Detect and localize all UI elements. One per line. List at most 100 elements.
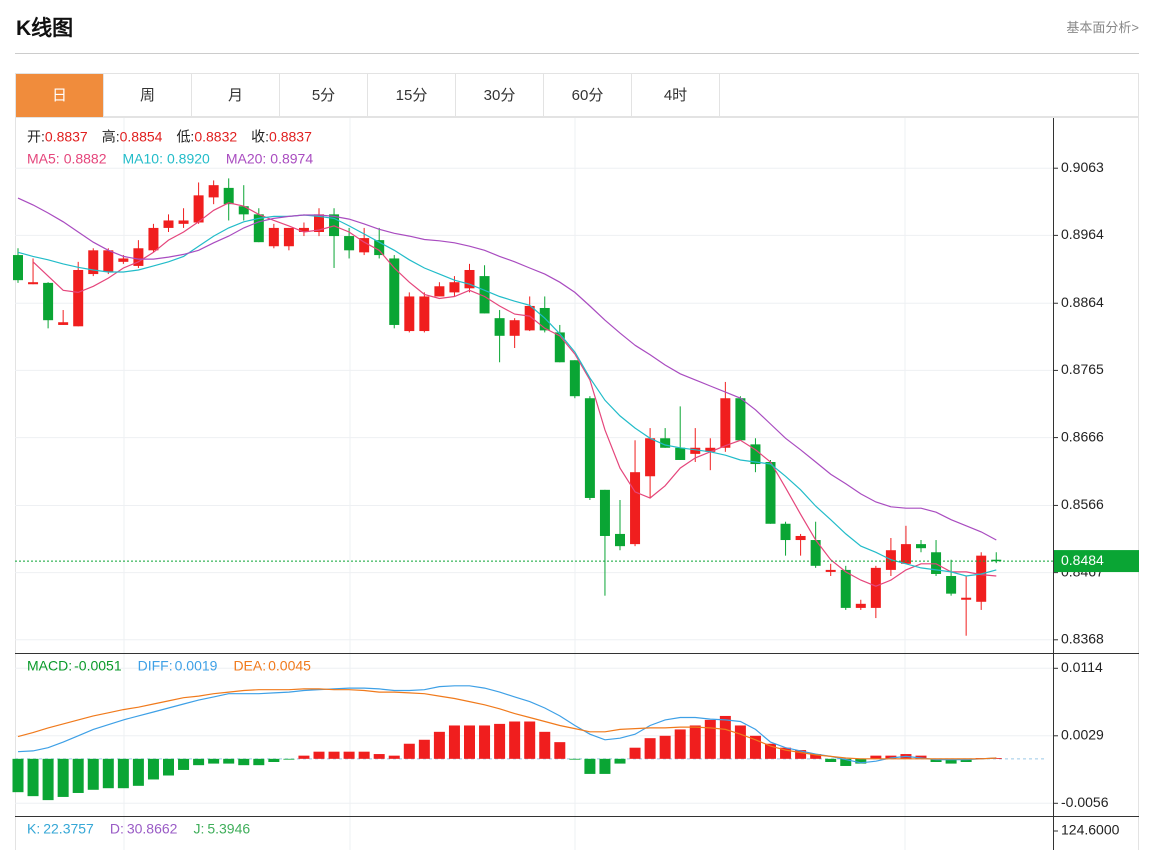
candle-body — [524, 305, 535, 331]
last-price-label: 0.8484 — [1061, 552, 1104, 568]
candle-body — [840, 569, 851, 608]
y-tick-label: 0.8368 — [1061, 630, 1104, 646]
candle-body — [931, 552, 942, 574]
page-title: K线图 — [16, 17, 74, 40]
divider — [15, 53, 1139, 54]
candle-body — [464, 269, 475, 289]
macd-bar — [358, 751, 370, 759]
macd-bar — [960, 758, 972, 762]
reading-label: D: — [110, 821, 124, 837]
candle-body — [494, 318, 505, 336]
macd-bar — [765, 743, 776, 759]
period-tab[interactable]: 周 — [104, 74, 192, 117]
macd-bar — [147, 758, 159, 780]
legend-value: 0.0019 — [175, 658, 218, 674]
candle-body — [870, 567, 881, 608]
candle-body — [735, 398, 746, 441]
candle-body — [705, 447, 716, 452]
reading-label: J: — [193, 821, 204, 837]
candle-body — [449, 282, 460, 293]
period-tab[interactable]: 月 — [192, 74, 280, 117]
candle-body — [103, 250, 114, 273]
y-tick-label: 0.0029 — [1061, 726, 1104, 742]
legend-name: MACD: — [27, 658, 72, 674]
period-tab[interactable]: 4时 — [632, 74, 720, 117]
macd-bar — [524, 721, 536, 759]
legend-value: 0.8974 — [270, 151, 313, 167]
reading-value: 30.8662 — [127, 821, 178, 837]
candle-body — [283, 227, 294, 247]
period-tab[interactable]: 日 — [16, 74, 104, 117]
macd-bar — [388, 755, 400, 759]
macd-bar — [509, 721, 521, 759]
reading-value: 5.3946 — [207, 821, 250, 837]
macd-bar — [42, 758, 54, 801]
macd-bar — [163, 758, 174, 776]
period-tab[interactable]: 30分 — [456, 74, 544, 117]
macd-bar — [298, 755, 310, 759]
legend-value: 0.0045 — [268, 658, 311, 674]
macd-bar — [343, 751, 355, 759]
candle-body — [554, 332, 565, 363]
candle-body — [208, 185, 219, 198]
candle-body — [539, 307, 550, 331]
candle-body — [825, 569, 836, 572]
candle-body — [374, 240, 385, 256]
macd-bar — [12, 758, 24, 793]
macd-bar — [840, 758, 852, 766]
candle-body — [359, 238, 370, 253]
candle-body — [916, 544, 926, 549]
macd-bar — [117, 758, 129, 789]
candle-body — [599, 489, 610, 536]
legend-value: -0.0051 — [74, 658, 122, 674]
candle-body — [991, 559, 1002, 562]
reading-value: 0.8854 — [120, 129, 163, 145]
candle-body — [404, 296, 415, 332]
macd-bar — [418, 739, 430, 759]
macd-bar — [780, 747, 792, 759]
macd-bar — [253, 758, 265, 766]
candle-body — [28, 282, 39, 285]
candle-body — [133, 248, 144, 266]
reading-label: K: — [27, 821, 40, 837]
macd-bar — [659, 735, 671, 759]
candle-body — [223, 187, 234, 205]
candle-body — [569, 360, 580, 397]
candle-body — [660, 438, 671, 448]
fundamental-link[interactable]: 基本面分析> — [1066, 20, 1139, 35]
reading-value: 0.8837 — [45, 129, 88, 145]
legend-name: MA10: — [123, 151, 163, 167]
macd-bar — [448, 725, 460, 759]
candle-body — [615, 533, 625, 547]
candle-body — [13, 255, 23, 281]
y-tick-label: 0.0114 — [1061, 659, 1103, 675]
legend-name: DIFF: — [138, 658, 173, 674]
candle-body — [675, 447, 686, 460]
ma-line — [17, 197, 997, 541]
macd-bar — [945, 758, 957, 764]
macd-bar — [193, 758, 205, 766]
candle-body — [750, 444, 761, 465]
period-tab[interactable]: 60分 — [544, 74, 632, 117]
macd-bar — [433, 731, 445, 759]
candle-body — [690, 447, 701, 454]
macd-bar — [719, 715, 731, 759]
macd-bar — [734, 725, 746, 759]
macd-bar — [178, 758, 190, 770]
reading-value: 0.8832 — [194, 129, 237, 145]
macd-bar — [132, 758, 144, 786]
candle-body — [163, 220, 174, 228]
macd-bar — [208, 758, 220, 764]
macd-bar — [825, 758, 837, 762]
period-tab[interactable]: 5分 — [280, 74, 368, 117]
candle-body — [720, 398, 731, 448]
period-tab[interactable]: 15分 — [368, 74, 456, 117]
candle-body — [630, 472, 641, 545]
candle-body — [73, 269, 84, 327]
macd-bar — [689, 725, 701, 759]
reading-value: 0.8837 — [269, 129, 312, 145]
macd-bar — [584, 758, 596, 774]
macd-bar — [569, 758, 581, 760]
candle-body — [389, 258, 400, 325]
